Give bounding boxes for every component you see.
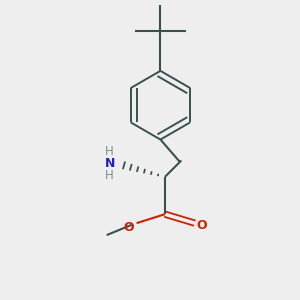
Text: O: O xyxy=(124,220,134,233)
Text: N: N xyxy=(104,157,115,170)
Text: O: O xyxy=(196,219,207,232)
Text: H: H xyxy=(105,169,114,182)
Text: H: H xyxy=(105,145,114,158)
